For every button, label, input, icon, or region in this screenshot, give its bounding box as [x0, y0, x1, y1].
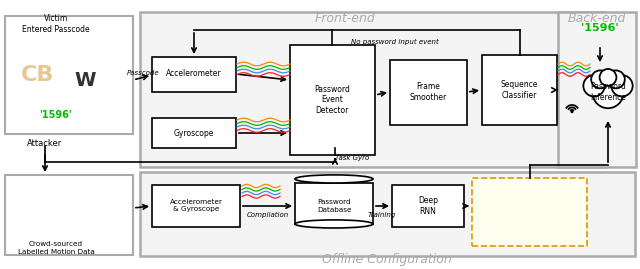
Circle shape — [591, 70, 609, 88]
Bar — [152, 57, 236, 92]
Text: Training: Training — [368, 212, 396, 218]
Circle shape — [593, 77, 623, 108]
Circle shape — [571, 111, 573, 112]
Bar — [392, 185, 464, 227]
Bar — [482, 55, 557, 125]
Text: '1596': '1596' — [581, 23, 619, 33]
Bar — [290, 45, 375, 155]
Bar — [295, 183, 373, 224]
Text: Victim
Entered Passcode: Victim Entered Passcode — [22, 14, 90, 34]
Bar — [5, 175, 133, 255]
Text: W: W — [74, 70, 96, 90]
Text: Passcode: Passcode — [127, 70, 159, 76]
Bar — [558, 12, 636, 167]
Bar — [5, 16, 133, 134]
Circle shape — [607, 70, 625, 88]
Ellipse shape — [295, 220, 373, 228]
Text: No password input event: No password input event — [351, 39, 439, 45]
Text: Password
Database: Password Database — [317, 200, 351, 213]
Text: Deep
RNN: Deep RNN — [418, 196, 438, 216]
Circle shape — [611, 75, 632, 97]
Circle shape — [584, 75, 605, 97]
Text: Gyroscope: Gyroscope — [174, 129, 214, 137]
Text: Password
Inference: Password Inference — [590, 82, 626, 102]
Text: '1596': '1596' — [40, 110, 72, 120]
Text: CB: CB — [21, 65, 54, 85]
Ellipse shape — [295, 175, 373, 183]
Text: Compilation: Compilation — [247, 212, 289, 218]
Bar — [152, 118, 236, 148]
Text: Attacker: Attacker — [28, 139, 63, 147]
Text: Accelerometer
& Gyroscope: Accelerometer & Gyroscope — [170, 200, 223, 213]
Bar — [472, 178, 587, 246]
Bar — [152, 185, 240, 227]
Text: Accelerometer: Accelerometer — [166, 69, 222, 79]
Text: Crowd-sourced
Labelled Motion Data: Crowd-sourced Labelled Motion Data — [18, 242, 94, 254]
Text: Sequence
Classifier: Sequence Classifier — [500, 80, 538, 100]
Text: Front-end: Front-end — [315, 12, 376, 24]
Text: Task Gyro: Task Gyro — [335, 155, 369, 161]
Circle shape — [600, 69, 616, 86]
Text: Offline Configuration: Offline Configuration — [322, 253, 452, 267]
Text: Password
Event
Detector: Password Event Detector — [314, 85, 350, 115]
Bar — [390, 60, 467, 125]
Bar — [140, 172, 635, 256]
Text: Frame
Smoother: Frame Smoother — [410, 82, 447, 102]
Bar — [140, 12, 605, 167]
Text: Back-end: Back-end — [568, 12, 626, 24]
